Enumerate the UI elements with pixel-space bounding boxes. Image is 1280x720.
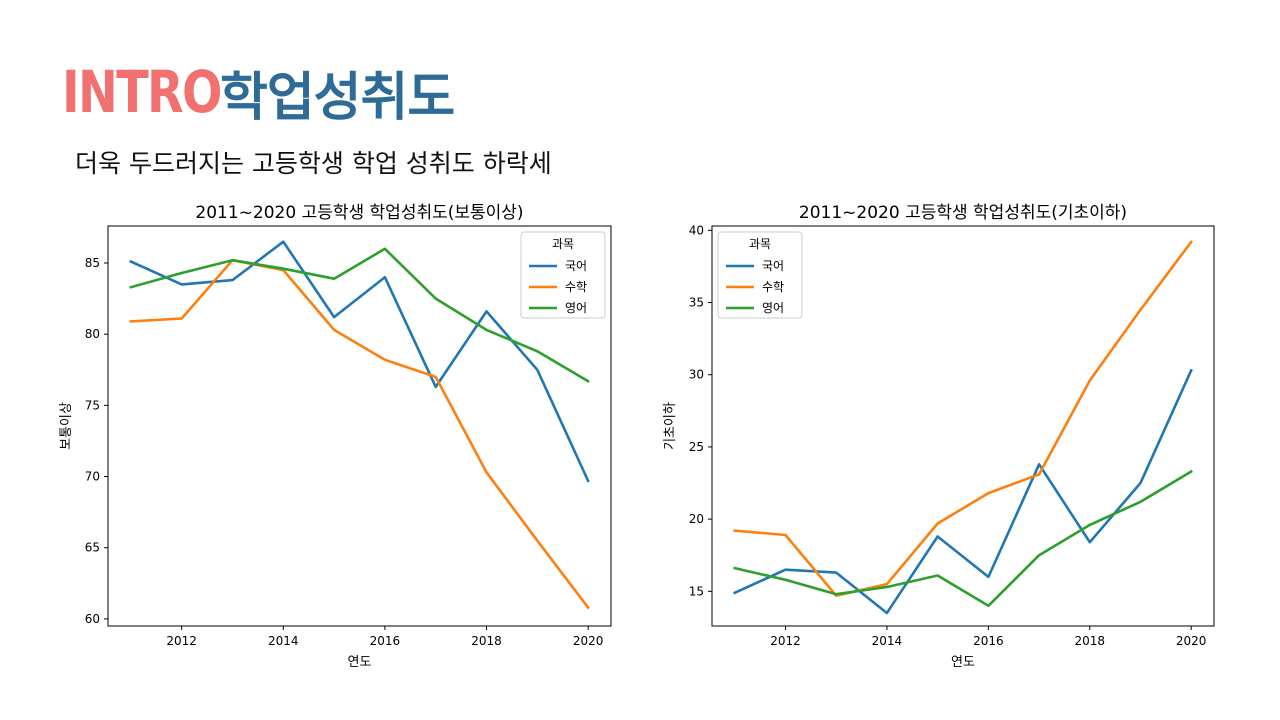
- x-tick-label: 2018: [471, 634, 502, 648]
- legend-item-label: 수학: [762, 280, 784, 294]
- y-tick-label: 15: [689, 584, 704, 598]
- legend-title: 과목: [749, 237, 771, 251]
- y-tick-label: 40: [689, 223, 704, 237]
- x-axis-label: 연도: [348, 655, 372, 670]
- y-tick-label: 35: [689, 296, 704, 310]
- topic-title: 학업성취도: [220, 67, 455, 128]
- y-tick-label: 30: [689, 368, 704, 382]
- y-tick-label: 60: [85, 612, 100, 626]
- x-tick-label: 2020: [573, 634, 604, 648]
- y-tick-label: 25: [689, 440, 704, 454]
- y-tick-label: 65: [85, 541, 100, 555]
- x-tick-label: 2020: [1176, 634, 1207, 648]
- y-tick-label: 20: [689, 512, 704, 526]
- y-axis-label: 보통이상: [59, 402, 74, 450]
- chart-title: 2011~2020 고등학생 학업성취도(보통이상): [195, 203, 523, 223]
- y-tick-label: 75: [85, 398, 100, 412]
- x-tick-label: 2016: [973, 634, 1004, 648]
- legend-item-label: 영어: [762, 301, 784, 315]
- x-axis-label: 연도: [951, 655, 975, 670]
- intro-label: INTRO: [62, 58, 222, 126]
- x-tick-label: 2012: [770, 634, 801, 648]
- legend-title: 과목: [552, 237, 574, 251]
- legend-item-label: 국어: [565, 259, 587, 273]
- series-line-3: [733, 469, 1193, 608]
- plot-frame: [107, 225, 612, 627]
- x-tick-label: 2014: [872, 634, 903, 648]
- slide-subtitle: 더욱 두드러지는 고등학생 학업 성취도 하락세: [75, 149, 552, 178]
- y-tick-label: 80: [85, 327, 100, 341]
- x-tick-label: 2012: [166, 634, 197, 648]
- x-tick-label: 2018: [1074, 634, 1105, 648]
- slide-header: INTRO 학업성취도: [62, 56, 455, 128]
- plot-frame: [711, 225, 1215, 627]
- series-line-1: [129, 240, 590, 483]
- legend-box: [520, 231, 606, 319]
- legend-item-label: 영어: [565, 301, 587, 315]
- y-tick-label: 85: [85, 256, 100, 270]
- series-line-1: [733, 368, 1193, 615]
- legend-box: [717, 231, 803, 319]
- series-line-2: [733, 240, 1194, 598]
- legend-item-label: 수학: [565, 280, 587, 294]
- y-axis-label: 기초이하: [663, 402, 678, 450]
- x-tick-label: 2014: [268, 634, 299, 648]
- x-tick-label: 2016: [370, 634, 401, 648]
- series-line-3: [129, 247, 590, 383]
- series-line-2: [129, 258, 590, 610]
- chart-basic-or-below: 2011~2020 고등학생 학업성취도(기초이하) 2012 2014 2016 20…: [663, 203, 1215, 670]
- chart-normal-or-above: 2011~2020 고등학생 학업성취도(보통이상) 2012 2014 2016 20…: [59, 203, 612, 670]
- y-tick-label: 70: [85, 470, 100, 484]
- legend-item-label: 국어: [762, 259, 784, 273]
- chart-title: 2011~2020 고등학생 학업성취도(기초이하): [799, 203, 1127, 223]
